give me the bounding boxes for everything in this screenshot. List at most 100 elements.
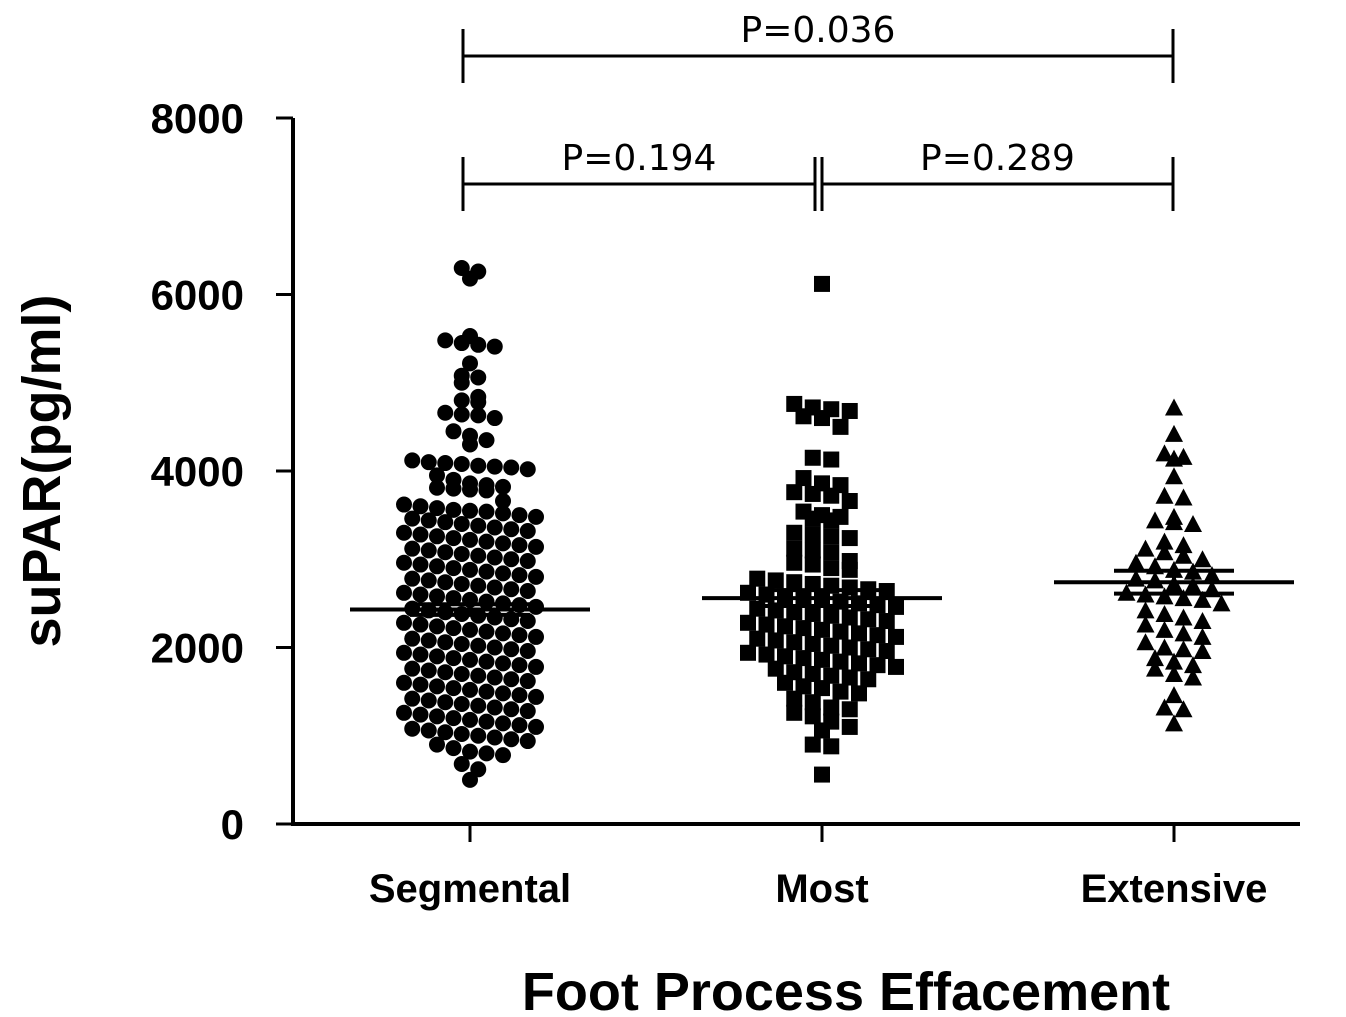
data-point-triangle bbox=[1165, 714, 1183, 732]
data-point-triangle bbox=[1165, 652, 1183, 670]
data-point-circle bbox=[528, 538, 544, 555]
data-point-circle bbox=[420, 632, 437, 649]
data-point-triangle bbox=[1174, 624, 1193, 642]
data-point-square bbox=[851, 685, 867, 702]
data-point-square bbox=[804, 526, 821, 543]
data-point-circle bbox=[453, 406, 470, 423]
data-point-square bbox=[869, 627, 886, 644]
data-point-circle bbox=[503, 551, 520, 568]
data-point-triangle bbox=[1193, 642, 1212, 660]
data-point-circle bbox=[519, 613, 536, 630]
data-point-circle bbox=[437, 694, 454, 711]
data-point-circle bbox=[445, 680, 462, 697]
data-point-square bbox=[823, 528, 840, 545]
data-point-triangle bbox=[1136, 633, 1155, 651]
data-point-square bbox=[767, 572, 784, 589]
data-point-circle bbox=[503, 459, 520, 476]
data-point-circle bbox=[495, 565, 511, 582]
data-point-circle bbox=[437, 332, 454, 349]
data-point-circle bbox=[486, 669, 503, 686]
data-point-square bbox=[832, 653, 849, 670]
data-point-circle bbox=[511, 567, 528, 584]
data-point-circle bbox=[404, 690, 421, 707]
data-point-triangle bbox=[1155, 543, 1174, 561]
data-point-circle bbox=[470, 369, 487, 386]
data-point-circle bbox=[429, 528, 445, 545]
data-point-triangle bbox=[1193, 590, 1212, 608]
data-point-circle bbox=[420, 454, 437, 471]
data-point-square bbox=[878, 613, 895, 630]
data-point-circle bbox=[511, 717, 528, 734]
data-point-square bbox=[823, 544, 840, 561]
data-point-triangle bbox=[1174, 536, 1193, 554]
data-point-square bbox=[860, 641, 877, 658]
data-point-square bbox=[795, 408, 812, 425]
data-point-square bbox=[869, 657, 886, 674]
data-point-circle bbox=[396, 496, 412, 513]
data-point-circle bbox=[453, 455, 470, 472]
data-point-square bbox=[814, 766, 830, 783]
data-point-circle bbox=[486, 609, 503, 626]
data-point-circle bbox=[478, 683, 495, 700]
data-point-square bbox=[814, 621, 830, 638]
data-point-circle bbox=[486, 639, 503, 656]
data-point-circle bbox=[429, 467, 445, 484]
data-point-circle bbox=[404, 630, 421, 647]
data-point-circle bbox=[420, 692, 437, 709]
data-point-circle bbox=[486, 549, 503, 566]
data-point-triangle bbox=[1184, 668, 1202, 686]
data-point-circle bbox=[412, 556, 429, 573]
data-point-square bbox=[878, 583, 895, 600]
data-point-square bbox=[804, 449, 821, 466]
data-point-square bbox=[777, 618, 793, 635]
data-point-circle bbox=[404, 452, 421, 469]
data-point-circle bbox=[503, 521, 520, 538]
data-point-triangle bbox=[1155, 620, 1174, 638]
x-axis-title: Foot Process Effacement bbox=[522, 962, 1170, 1017]
data-point-circle bbox=[437, 514, 454, 531]
data-point-circle bbox=[519, 583, 536, 600]
data-point-triangle bbox=[1165, 467, 1183, 485]
data-point-triangle bbox=[1165, 664, 1183, 682]
data-point-circle bbox=[486, 410, 503, 427]
data-point-circle bbox=[519, 643, 536, 660]
x-tick-label: Extensive bbox=[1081, 867, 1268, 911]
y-tick-label: 0 bbox=[221, 801, 244, 848]
data-point-circle bbox=[486, 458, 503, 475]
data-point-circle bbox=[470, 727, 487, 744]
data-point-square bbox=[749, 600, 766, 617]
data-point-circle bbox=[528, 508, 544, 525]
data-point-square bbox=[804, 510, 821, 527]
data-point-circle bbox=[462, 270, 478, 287]
data-point-triangle bbox=[1174, 589, 1193, 607]
data-point-circle bbox=[412, 646, 429, 663]
data-point-circle bbox=[445, 530, 462, 547]
data-point-circle bbox=[453, 545, 470, 562]
data-point-square bbox=[841, 530, 858, 547]
data-point-circle bbox=[511, 507, 528, 524]
summary-statistics bbox=[350, 568, 1294, 617]
data-point-circle bbox=[478, 563, 495, 580]
data-point-square bbox=[841, 561, 858, 578]
data-point-circle bbox=[462, 651, 478, 668]
data-point-circle bbox=[437, 455, 454, 472]
data-point-circle bbox=[429, 736, 445, 753]
data-point-square bbox=[795, 620, 812, 637]
data-point-square bbox=[841, 669, 858, 686]
data-point-circle bbox=[478, 653, 495, 670]
data-point-triangle bbox=[1136, 539, 1155, 557]
data-point-circle bbox=[470, 336, 487, 353]
data-point-circle bbox=[528, 628, 544, 645]
data-point-circle bbox=[437, 634, 454, 651]
data-point-square bbox=[740, 614, 756, 631]
data-point-triangle bbox=[1155, 604, 1174, 622]
data-point-circle bbox=[503, 701, 520, 718]
data-point-circle bbox=[453, 635, 470, 652]
data-point-circle bbox=[412, 676, 429, 693]
data-point-triangle bbox=[1174, 608, 1193, 626]
data-point-circle bbox=[478, 503, 495, 520]
data-point-triangle bbox=[1193, 627, 1212, 645]
p-value-label: P=0.194 bbox=[562, 138, 717, 179]
data-point-circle bbox=[453, 725, 470, 742]
data-point-triangle bbox=[1212, 594, 1231, 612]
